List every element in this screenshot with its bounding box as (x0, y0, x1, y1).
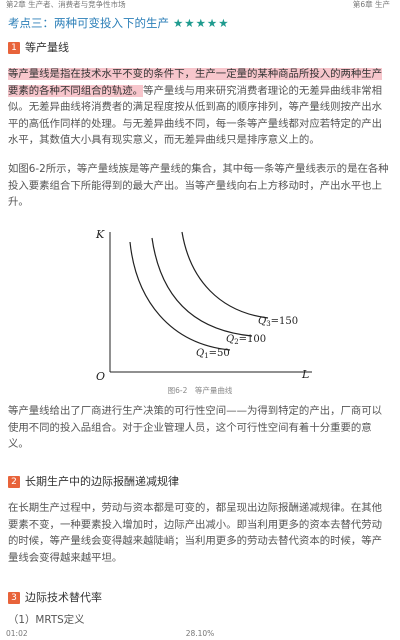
heading-text: 等产量线 (25, 41, 69, 54)
section-title: 考点三：两种可变投入下的生产 ★★★★★ (8, 14, 392, 32)
figure-caption: 图6-2 等产量曲线 (167, 386, 233, 395)
chapter-breadcrumb: 第2章 生产者、消费者与竞争性市场 (6, 0, 126, 9)
heading-text: 长期生产中的边际报酬递减规律 (25, 475, 179, 488)
reader-status-bar: 01:02 28.10% (0, 628, 400, 640)
importance-stars: ★★★★★ (173, 16, 230, 30)
paragraph-figure-intro: 如图6-2所示，等产量线族是等产量线的集合，其中每一条等产量线表示的是在各种投入… (8, 163, 389, 208)
subheading-mrts-definition: （1）MRTS定义 (8, 614, 85, 626)
heading-number-badge: 2 (8, 476, 20, 488)
heading-text: 边际技术替代率 (25, 591, 102, 604)
heading-mrts: 3 边际技术替代率 (8, 590, 102, 606)
series-label-q2: Q2=100 (226, 334, 266, 346)
isoquant-curve-q3 (181, 231, 269, 319)
heading-isoquant: 1 等产量线 (8, 40, 69, 56)
heading-diminishing-returns: 2 长期生产中的边际报酬递减规律 (8, 474, 179, 490)
paragraph-definition: 等产量线是指在技术水平不变的条件下，生产一定量的某种商品所投入的两种生产要素的各… (8, 66, 392, 149)
paragraph-diminishing-returns: 在长期生产过程中，劳动与资本都是可变的，都呈现出边际报酬递减规律。在其他要素不变… (8, 502, 383, 564)
series-label-q1: Q1=50 (196, 348, 230, 360)
isoquant-chart: K L O Q1=50 Q2=100 Q3=150 (95, 228, 312, 383)
current-chapter-label: 第6章 生产 (352, 0, 390, 9)
paragraph-definition-rest: 等产量线与用来研究消费者理论的无差异曲线非常相似。无差异曲线将消费者的满足程度按… (8, 84, 383, 147)
x-axis-label: L (301, 368, 309, 381)
paragraph-feasibility: 等产量线给出了厂商进行生产决策的可行性空间——为得到特定的产出，厂商可以使用不同… (8, 405, 383, 450)
isoquant-curve-q2 (151, 237, 253, 337)
heading-number-badge: 3 (8, 592, 20, 604)
reading-progress: 28.10% (185, 629, 215, 638)
isoquant-figure: K L O Q1=50 Q2=100 Q3=150 (90, 222, 320, 383)
isoquant-curve-q1 (129, 241, 231, 351)
section-title-text: 考点三：两种可变投入下的生产 (8, 16, 169, 30)
origin-label: O (96, 370, 105, 382)
clock: 01:02 (6, 629, 28, 638)
reader-top-bar: 第2章 生产者、消费者与竞争性市场 第6章 生产 (0, 0, 400, 10)
y-axis-label: K (95, 228, 105, 241)
heading-number-badge: 1 (8, 42, 20, 54)
series-label-q3: Q3=150 (258, 316, 298, 328)
